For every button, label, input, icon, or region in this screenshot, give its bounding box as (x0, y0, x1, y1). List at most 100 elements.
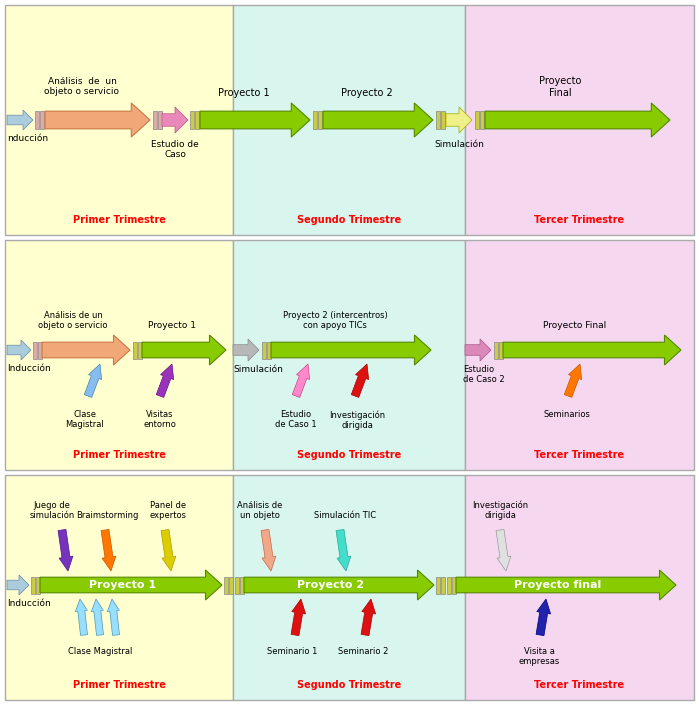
Bar (240, 577, 244, 594)
Text: Proyecto Final: Proyecto Final (543, 321, 607, 330)
Bar (452, 577, 456, 594)
Text: Primer Trimestre: Primer Trimestre (73, 215, 166, 225)
Text: Tercer Trimestre: Tercer Trimestre (535, 450, 625, 460)
Bar (38, 341, 42, 359)
Polygon shape (7, 110, 33, 130)
Polygon shape (233, 339, 259, 361)
Bar (190, 111, 194, 129)
Text: Análisis de un
objeto o servicio: Análisis de un objeto o servicio (38, 311, 108, 330)
Polygon shape (456, 570, 676, 600)
Polygon shape (200, 103, 310, 137)
Text: Segundo Trimestre: Segundo Trimestre (297, 215, 401, 225)
Polygon shape (40, 570, 222, 600)
Text: Investigación
dirigida: Investigación dirigida (329, 410, 385, 430)
Bar (436, 577, 440, 594)
Bar (224, 577, 228, 594)
Text: Tercer Trimestre: Tercer Trimestre (535, 215, 625, 225)
Polygon shape (161, 529, 176, 571)
Bar (5, 475, 233, 700)
Polygon shape (446, 107, 472, 133)
Polygon shape (108, 599, 120, 635)
Polygon shape (292, 364, 310, 398)
Bar (5, 5, 233, 235)
Bar (35, 111, 39, 129)
Bar (36, 577, 40, 594)
Bar (475, 111, 479, 129)
Text: Juego de
simulación: Juego de simulación (29, 501, 75, 520)
Polygon shape (7, 340, 31, 360)
Text: Clase
Magistral: Clase Magistral (66, 410, 104, 429)
Polygon shape (142, 335, 226, 365)
Text: Segundo Trimestre: Segundo Trimestre (297, 680, 401, 690)
Text: Seminarios: Seminarios (544, 410, 591, 419)
Polygon shape (92, 599, 103, 635)
Polygon shape (244, 570, 434, 600)
Polygon shape (465, 339, 491, 361)
Polygon shape (261, 529, 276, 571)
Polygon shape (352, 364, 368, 398)
Bar (318, 111, 322, 129)
Bar (313, 111, 317, 129)
Bar (465, 5, 694, 235)
Text: Primer Trimestre: Primer Trimestre (73, 680, 166, 690)
Bar (158, 111, 162, 129)
Bar (229, 577, 233, 594)
Polygon shape (503, 335, 681, 365)
Polygon shape (42, 335, 130, 365)
Text: Braimstorming: Braimstorming (75, 511, 138, 520)
Text: Simulación: Simulación (233, 365, 283, 374)
Text: Visitas
entorno: Visitas entorno (143, 410, 176, 429)
Text: Seminario 2: Seminario 2 (338, 647, 388, 656)
Polygon shape (291, 599, 305, 636)
Text: Investigación
dirigida: Investigación dirigida (472, 500, 528, 520)
Text: Estudio
de Caso 1: Estudio de Caso 1 (275, 410, 317, 429)
Text: Proyecto 1: Proyecto 1 (89, 580, 157, 590)
Polygon shape (85, 364, 101, 398)
Text: Primer Trimestre: Primer Trimestre (73, 450, 166, 460)
Bar (465, 475, 694, 700)
Text: Simulación TIC: Simulación TIC (314, 511, 376, 520)
Bar (494, 341, 498, 359)
Text: Simulación: Simulación (434, 140, 484, 149)
Text: Tercer Trimestre: Tercer Trimestre (535, 680, 625, 690)
Bar (267, 341, 271, 359)
Text: Estudio
de Caso 2: Estudio de Caso 2 (463, 365, 505, 384)
Bar (465, 240, 694, 470)
Polygon shape (536, 599, 551, 636)
Polygon shape (271, 335, 431, 365)
Text: Proyecto
Final: Proyecto Final (539, 76, 581, 98)
Text: Estudio de
Caso: Estudio de Caso (151, 140, 199, 159)
Polygon shape (496, 529, 511, 571)
Text: Seminario 1: Seminario 1 (267, 647, 317, 656)
Bar (133, 341, 137, 359)
Polygon shape (101, 529, 116, 571)
Text: Proyecto 2: Proyecto 2 (297, 580, 364, 590)
Text: Análisis  de  un
objeto o servicio: Análisis de un objeto o servicio (45, 77, 120, 96)
Bar (235, 577, 239, 594)
Text: Análisis de
un objeto: Análisis de un objeto (238, 501, 282, 520)
Bar (138, 341, 142, 359)
Bar (436, 111, 440, 129)
Text: Clase Magistral: Clase Magistral (68, 647, 132, 656)
Bar (40, 111, 44, 129)
Bar (441, 111, 445, 129)
Polygon shape (323, 103, 433, 137)
Text: Proyecto 1: Proyecto 1 (218, 88, 270, 98)
Text: Inducción: Inducción (7, 364, 51, 373)
Polygon shape (75, 599, 87, 635)
Text: Visita a
empresas: Visita a empresas (519, 647, 560, 666)
Bar (480, 111, 484, 129)
Text: Proyecto 1: Proyecto 1 (148, 321, 196, 330)
Bar (499, 341, 503, 359)
Bar (33, 341, 37, 359)
Text: Proyecto 2: Proyecto 2 (341, 88, 393, 98)
Polygon shape (7, 575, 29, 595)
Text: nducción: nducción (7, 134, 48, 143)
Polygon shape (485, 103, 670, 137)
Text: Proyecto 2 (intercentros)
con apoyo TICs: Proyecto 2 (intercentros) con apoyo TICs (282, 311, 387, 330)
Text: Inducción: Inducción (7, 599, 51, 608)
Bar (233, 5, 465, 235)
Polygon shape (58, 529, 73, 571)
Polygon shape (564, 364, 582, 398)
Polygon shape (162, 107, 188, 133)
